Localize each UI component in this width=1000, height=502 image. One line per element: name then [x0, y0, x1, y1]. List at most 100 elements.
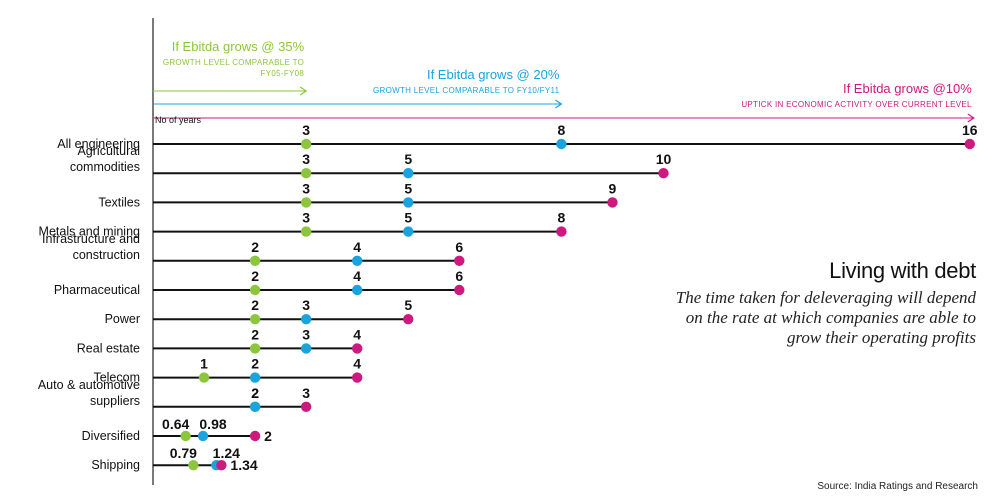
scenario-title: If Ebitda grows @ 20% [427, 67, 560, 82]
data-label: 1.24 [213, 445, 240, 461]
category-label: Real estate [77, 341, 140, 355]
data-label: 1 [200, 356, 208, 372]
data-point-ebitda-35 [249, 343, 261, 354]
category-label: construction [73, 248, 140, 262]
data-point-ebitda-20 [300, 314, 312, 325]
data-label: 5 [404, 297, 412, 313]
category-label: Textiles [98, 195, 140, 209]
scenario-subtitle: GROWTH LEVEL COMPARABLE TO [163, 58, 304, 67]
data-label: 2 [251, 356, 259, 372]
data-point-ebitda-10 [352, 343, 363, 354]
category-label: All engineering [57, 137, 140, 151]
data-point-ebitda-35 [300, 197, 312, 208]
category-label: Infrastructure and [42, 232, 140, 246]
data-label: 3 [302, 297, 310, 313]
data-label: 2 [251, 326, 259, 342]
category-label: Diversified [82, 429, 140, 443]
data-point-ebitda-20 [403, 168, 414, 179]
data-label: 5 [404, 151, 412, 167]
data-point-ebitda-35 [249, 284, 261, 296]
data-label: 3 [302, 385, 310, 401]
data-point-ebitda-10 [658, 168, 669, 179]
data-label: 4 [353, 239, 361, 255]
data-point-ebitda-10 [352, 372, 363, 383]
chart-title: Living with debt [829, 258, 976, 283]
data-point-ebitda-10 [964, 138, 975, 150]
chart-subtitle-line: grow their operating profits [786, 328, 976, 347]
data-point-ebitda-35 [180, 430, 191, 442]
data-label: 0.98 [199, 416, 226, 432]
data-label: 2 [251, 385, 259, 401]
scenario-arrow-head [555, 99, 563, 109]
data-point-ebitda-10 [454, 284, 465, 296]
data-label: 16 [962, 122, 978, 138]
scenario-arrow-head [299, 86, 308, 96]
data-label: 3 [302, 151, 310, 167]
category-label: Agricultural [77, 144, 140, 158]
data-label: 3 [302, 326, 310, 342]
scenario-title: If Ebitda grows @ 35% [172, 39, 305, 54]
category-label: Power [105, 312, 140, 326]
data-label: 0.79 [170, 445, 197, 461]
data-point-ebitda-10 [607, 197, 618, 208]
data-point-ebitda-10 [300, 401, 312, 412]
data-label: 4 [353, 326, 361, 342]
data-point-ebitda-20 [352, 284, 363, 296]
data-point-ebitda-10 [216, 460, 227, 471]
data-point-ebitda-35 [198, 372, 210, 383]
scenario-title: If Ebitda grows @10% [843, 81, 972, 96]
category-label: Metals and mining [39, 225, 140, 239]
data-label: 8 [558, 210, 566, 226]
data-point-ebitda-35 [300, 138, 312, 150]
data-point-ebitda-20 [197, 430, 209, 442]
data-label: 6 [455, 239, 463, 255]
chart-subtitle-line: The time taken for deleveraging will dep… [675, 288, 976, 307]
data-label: 6 [455, 268, 463, 284]
category-label: Telecom [93, 371, 140, 385]
data-point-ebitda-35 [300, 226, 312, 237]
data-label: 8 [558, 122, 566, 138]
data-point-ebitda-20 [249, 401, 261, 412]
data-point-ebitda-35 [249, 314, 261, 325]
data-label: 2 [251, 297, 259, 313]
data-label: 0.64 [162, 416, 189, 432]
chart-subtitle: The time taken for deleveraging will dep… [676, 288, 976, 348]
x-axis-label: No of years [155, 115, 202, 125]
data-label: 2 [251, 268, 259, 284]
data-point-ebitda-35 [188, 460, 199, 471]
headline-block: Living with debt The time taken for dele… [676, 258, 977, 348]
source-note: Source: India Ratings and Research [817, 481, 978, 492]
data-label: 1.34 [230, 457, 257, 473]
scenario-subtitle: GROWTH LEVEL COMPARABLE TO FY10/FY11 [373, 86, 560, 95]
scenario-arrow-head [967, 113, 975, 123]
data-point-ebitda-10 [454, 255, 465, 266]
data-point-ebitda-10 [249, 430, 261, 442]
category-label: Auto & automotive [38, 378, 140, 392]
data-label: 4 [353, 356, 361, 372]
data-point-ebitda-20 [249, 372, 261, 383]
data-point-ebitda-10 [403, 314, 414, 325]
data-point-ebitda-35 [300, 168, 312, 179]
data-label: 3 [302, 180, 310, 196]
data-label: 10 [656, 151, 672, 167]
scenario-subtitle: FY05-FY08 [261, 69, 305, 78]
data-label: 3 [302, 210, 310, 226]
data-label: 4 [353, 268, 361, 284]
category-label: Pharmaceutical [54, 283, 140, 297]
data-label: 2 [264, 428, 272, 444]
data-label: 5 [404, 180, 412, 196]
category-label: suppliers [90, 394, 140, 408]
data-label: 9 [609, 180, 617, 196]
data-point-ebitda-20 [403, 197, 414, 208]
data-label: 2 [251, 385, 259, 401]
data-point-ebitda-35 [249, 255, 261, 266]
data-label: 5 [404, 210, 412, 226]
chart-subtitle-line: on the rate at which companies are able … [685, 308, 976, 327]
data-point-ebitda-20 [403, 226, 414, 237]
data-label: 2 [251, 239, 259, 255]
data-label: 3 [302, 122, 310, 138]
data-point-ebitda-20 [556, 138, 567, 150]
category-label: Shipping [91, 458, 140, 472]
scenario-subtitle: UPTICK IN ECONOMIC ACTIVITY OVER CURRENT… [741, 100, 972, 109]
